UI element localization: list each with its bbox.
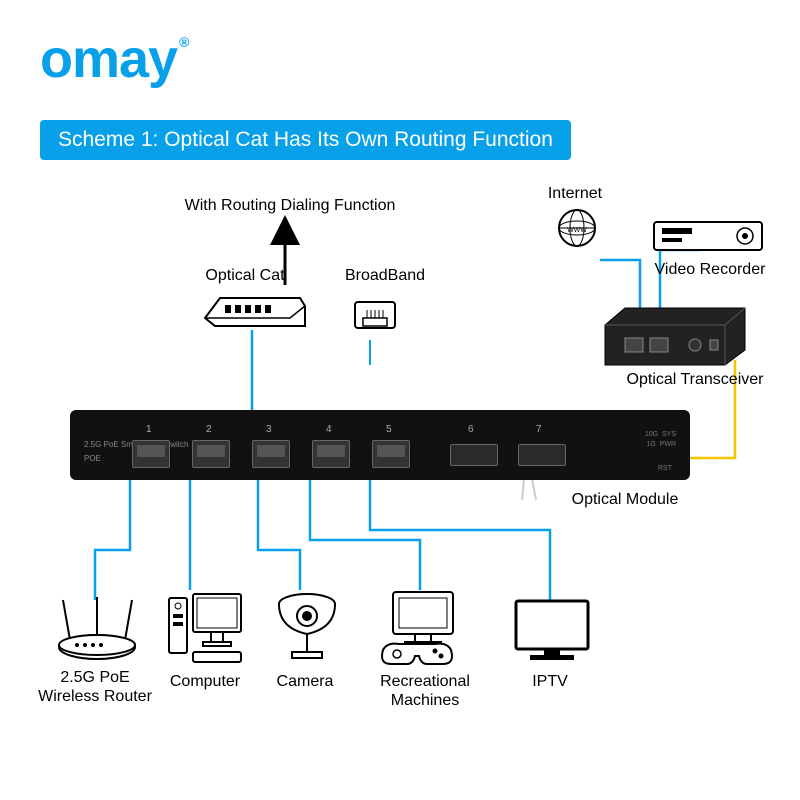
recreational-icon bbox=[375, 588, 470, 673]
port-num-7: 7 bbox=[536, 424, 542, 435]
switch-port-2 bbox=[192, 440, 230, 468]
wireless-router-icon bbox=[55, 595, 140, 670]
label-broadband: BroadBand bbox=[330, 266, 440, 285]
switch-indicators: 10G SYS1G PWR bbox=[645, 430, 676, 450]
switch-poe-text: POE bbox=[84, 454, 101, 463]
label-recreational: Recreational Machines bbox=[365, 672, 485, 710]
port-num-3: 3 bbox=[266, 424, 272, 435]
switch-port-4 bbox=[312, 440, 350, 468]
port-num-2: 2 bbox=[206, 424, 212, 435]
scheme-title-bar: Scheme 1: Optical Cat Has Its Own Routin… bbox=[40, 120, 571, 160]
brand-reg: ® bbox=[179, 34, 188, 50]
scheme-title-text: Scheme 1: Optical Cat Has Its Own Routin… bbox=[58, 128, 553, 151]
brand-logo: omay® bbox=[40, 28, 186, 90]
optical-transceiver-icon bbox=[595, 300, 755, 375]
switch-sfp-6 bbox=[450, 444, 498, 466]
label-optical-cat: Optical Cat bbox=[190, 266, 300, 285]
port-num-6: 6 bbox=[468, 424, 474, 435]
optical-cat-icon bbox=[200, 288, 310, 338]
internet-icon: WWW bbox=[555, 206, 599, 255]
broadband-icon bbox=[345, 290, 405, 345]
network-diagram: With Routing Dialing Function Optical Ca… bbox=[0, 190, 800, 750]
label-wireless-router: 2.5G PoE Wireless Router bbox=[30, 668, 160, 706]
switch-port-5 bbox=[372, 440, 410, 468]
label-internet: Internet bbox=[530, 184, 620, 203]
camera-icon bbox=[272, 590, 342, 673]
port-num-5: 5 bbox=[386, 424, 392, 435]
label-camera: Camera bbox=[270, 672, 340, 691]
switch-port-3 bbox=[252, 440, 290, 468]
label-computer: Computer bbox=[165, 672, 245, 691]
label-optical-module: Optical Module bbox=[555, 490, 695, 509]
video-recorder-icon bbox=[650, 214, 770, 263]
svg-text:WWW: WWW bbox=[567, 227, 587, 234]
network-switch: 2.5G PoE Smart WEB Switch POE 1 2 3 4 5 … bbox=[70, 410, 690, 480]
port-num-4: 4 bbox=[326, 424, 332, 435]
switch-port-1 bbox=[132, 440, 170, 468]
port-num-1: 1 bbox=[146, 424, 152, 435]
iptv-icon bbox=[510, 595, 595, 670]
switch-rst: RST bbox=[658, 465, 672, 472]
switch-sfp-7 bbox=[518, 444, 566, 466]
label-iptv: IPTV bbox=[520, 672, 580, 691]
label-routing-dialing: With Routing Dialing Function bbox=[170, 196, 410, 215]
brand-name: omay bbox=[40, 29, 177, 89]
computer-icon bbox=[165, 590, 245, 673]
